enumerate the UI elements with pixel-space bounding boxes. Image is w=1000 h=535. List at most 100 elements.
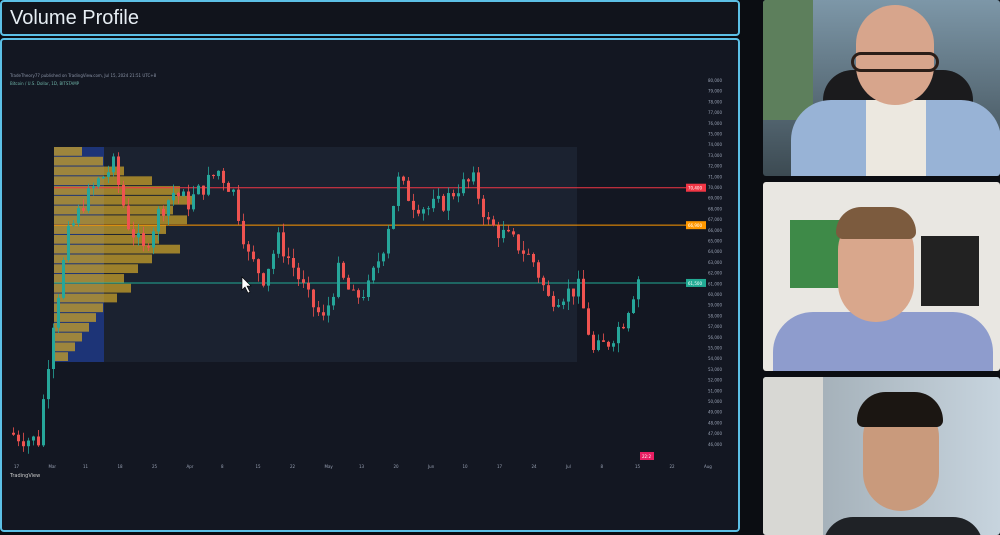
volume-profile-bar xyxy=(54,186,180,195)
candle xyxy=(117,156,120,185)
candle xyxy=(577,278,580,297)
y-tick-label: 52,000 xyxy=(708,378,722,383)
y-tick-label: 77,000 xyxy=(708,110,722,115)
candle xyxy=(277,232,280,254)
volume-profile-bar xyxy=(54,215,187,225)
candle xyxy=(152,231,155,248)
symbol-line: Bitcoin / U.S. Dollar, 1D, BITSTAMP xyxy=(10,81,80,86)
candle xyxy=(337,262,340,297)
candle xyxy=(62,260,65,298)
candle xyxy=(72,223,75,226)
candle xyxy=(177,192,180,197)
candle xyxy=(417,209,420,214)
x-tick-label: 24 xyxy=(532,464,538,469)
candle xyxy=(22,441,25,447)
candle xyxy=(492,219,495,226)
candle xyxy=(202,185,205,195)
candle xyxy=(47,369,50,400)
y-tick-label: 62,000 xyxy=(708,271,722,276)
shirt xyxy=(866,100,926,176)
candle xyxy=(552,295,555,307)
candle xyxy=(87,188,90,211)
candle xyxy=(302,279,305,283)
x-tick-label: 25 xyxy=(152,464,158,469)
candle xyxy=(192,194,195,210)
candle xyxy=(347,277,350,290)
volume-profile-bar xyxy=(54,244,180,254)
candle xyxy=(622,326,625,329)
candle xyxy=(207,174,210,195)
candle xyxy=(532,253,535,263)
y-tick-label: 58,000 xyxy=(708,313,722,318)
candle xyxy=(602,340,605,342)
candle xyxy=(442,195,445,211)
y-tick-label: 66,000 xyxy=(708,228,722,233)
candle xyxy=(307,282,310,290)
candle xyxy=(42,399,45,446)
volume-profile-bar xyxy=(54,352,68,361)
price-badge-label: 70,400 xyxy=(688,186,702,191)
candle xyxy=(312,289,315,308)
candle xyxy=(487,217,490,220)
candle xyxy=(132,229,135,238)
candle xyxy=(502,229,505,239)
candle xyxy=(137,232,140,238)
candle xyxy=(477,172,480,199)
wall xyxy=(763,377,823,535)
candle xyxy=(567,288,570,302)
candle xyxy=(472,172,475,182)
y-tick-label: 46,000 xyxy=(708,442,722,447)
candle xyxy=(547,285,550,296)
price-chart[interactable]: 80,000 79,000 78,000 77,000 76,000 75,000 74,0… xyxy=(2,40,738,530)
y-tick-label: 57,000 xyxy=(708,324,722,329)
candle xyxy=(517,234,520,251)
y-tick-label: 50,000 xyxy=(708,399,722,404)
candle xyxy=(382,253,385,262)
candle xyxy=(322,312,325,316)
candle xyxy=(77,208,80,224)
candle xyxy=(357,290,360,298)
candle xyxy=(637,279,640,300)
y-tick-label: 67,000 xyxy=(708,217,722,222)
x-tick-label: 8 xyxy=(221,464,224,469)
candle xyxy=(627,312,630,329)
y-tick-label: 63,000 xyxy=(708,260,722,265)
candle xyxy=(272,253,275,269)
candle xyxy=(447,193,450,211)
y-tick-label: 56,000 xyxy=(708,335,722,340)
shirt xyxy=(823,517,983,535)
participant-3-video xyxy=(763,377,1000,535)
monkey-artwork xyxy=(921,236,979,306)
candle xyxy=(432,198,435,209)
y-tick-label: 80,000 xyxy=(708,78,722,83)
bitcoin-artwork xyxy=(790,220,840,288)
x-tick-label: 22 xyxy=(290,464,296,469)
candle xyxy=(217,170,220,177)
candle xyxy=(162,208,165,216)
chart-panel[interactable]: TradeTheory77 published on TradingView.c… xyxy=(0,38,740,532)
x-tick-label: Aug xyxy=(704,464,712,469)
volume-profile-bar xyxy=(54,274,124,283)
candle xyxy=(57,297,60,328)
hair xyxy=(836,207,916,239)
volume-profile-bar xyxy=(54,176,152,186)
x-tick-label: 15 xyxy=(256,464,262,469)
publisher-line: TradeTheory77 published on TradingView.c… xyxy=(10,73,157,78)
candle xyxy=(317,307,320,313)
candle xyxy=(27,440,30,447)
volume-profile-bar xyxy=(54,293,117,303)
price-badge-current xyxy=(686,278,706,287)
candle xyxy=(512,231,515,235)
candle xyxy=(362,297,365,299)
candle xyxy=(457,193,460,197)
volume-profile-bar xyxy=(54,156,103,166)
candle xyxy=(212,174,215,177)
candle xyxy=(527,253,530,255)
candle xyxy=(597,340,600,350)
candle xyxy=(607,341,610,347)
candle xyxy=(147,246,150,248)
candle xyxy=(452,193,455,197)
x-tick-label: Jul xyxy=(565,464,571,469)
x-tick-label: 17 xyxy=(497,464,503,469)
candle xyxy=(612,343,615,347)
